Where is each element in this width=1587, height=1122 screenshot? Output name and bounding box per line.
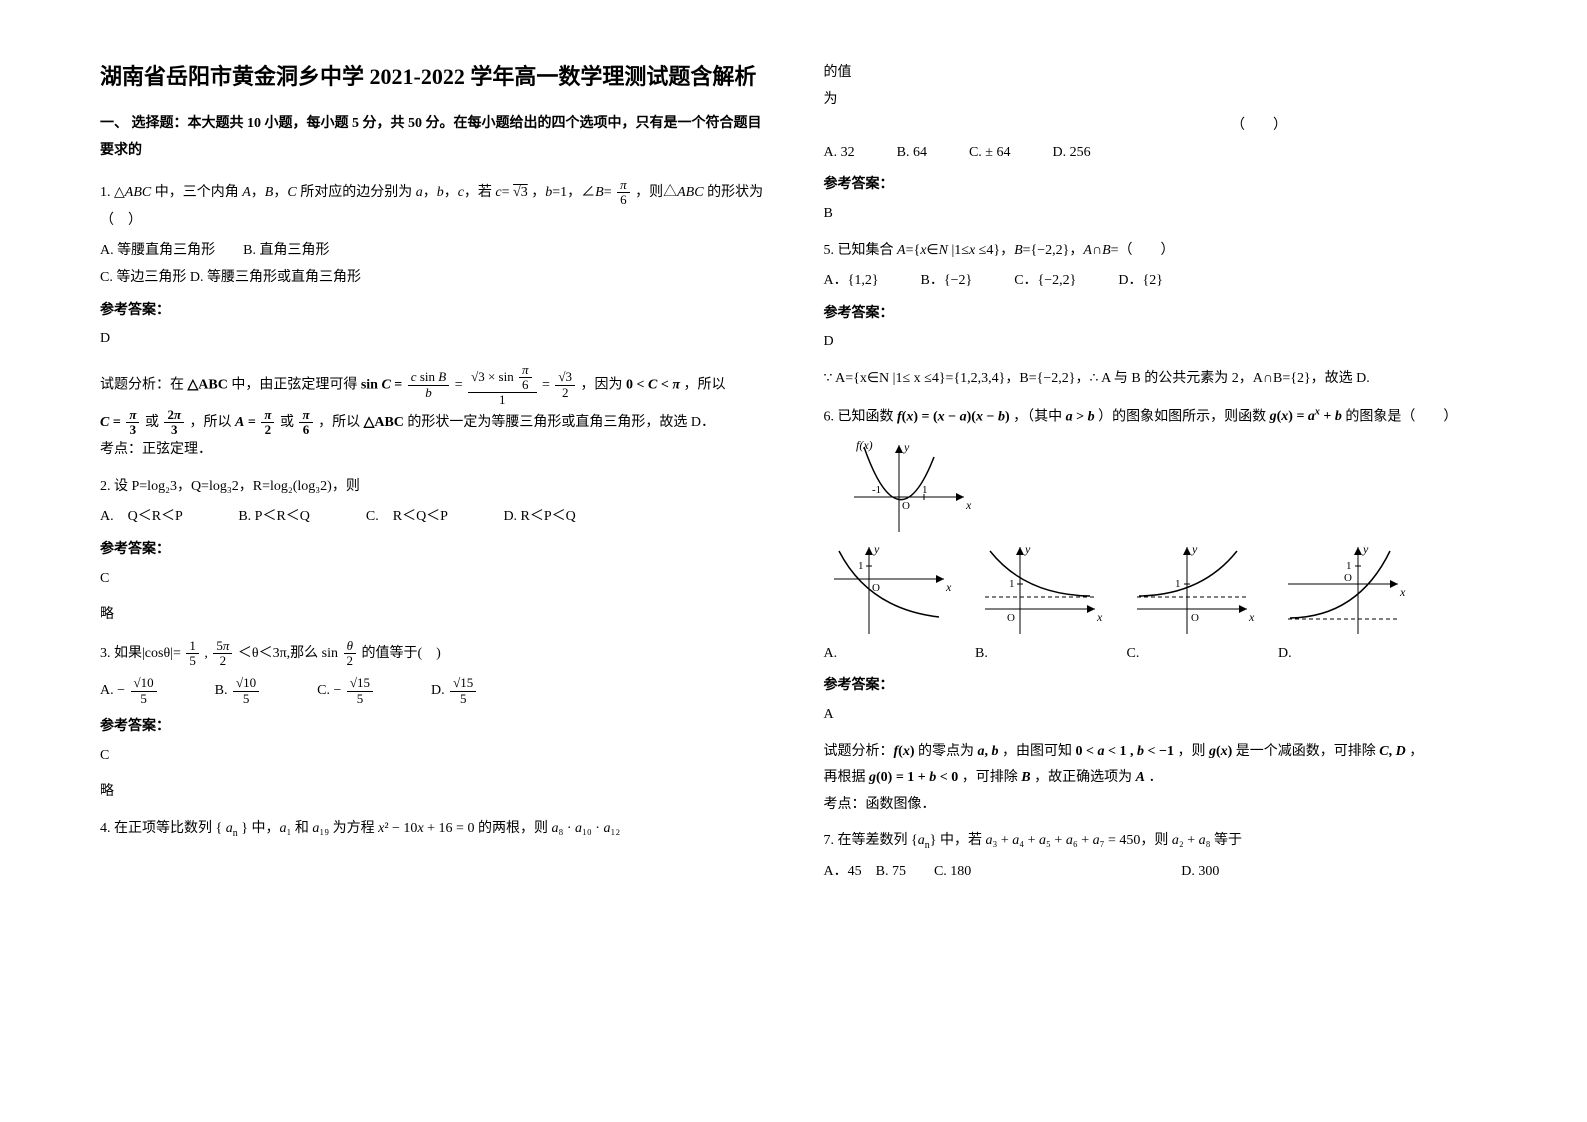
q6-option-figures: x y O 1 x y O 1 (824, 539, 1508, 639)
q3-options: A. − √105 B. √105 C. − √155 D. √155 (100, 676, 764, 706)
svg-text:y: y (1191, 542, 1198, 556)
q4-answer: B (824, 201, 1508, 228)
q3-stem: 3. 如果|cosθ|= 15 , 5π2 ＜θ＜3π,那么 sin θ2 的值… (100, 639, 764, 669)
q3-ans-label: 参考答案： (100, 714, 764, 741)
q6-stem: 6. 已知函数 f(x) = (x − a)(x − b) ，（其中 a > b… (824, 403, 1508, 431)
fx-mark-1: 1 (922, 484, 928, 496)
svg-text:O: O (1191, 612, 1199, 624)
svg-text:x: x (1096, 610, 1103, 624)
q5-stem: 5. 已知集合 A={x∈N |1≤x ≤4}，B={−2,2}，A∩B=（ ） (824, 238, 1508, 265)
q6-explain-1: 试题分析：f(x) 的零点为 a, b ，由图可知 0 < a < 1 , b … (824, 739, 1508, 766)
q6-option-labels: A. B. C. D. (824, 641, 1508, 668)
svg-text:y: y (1362, 542, 1369, 556)
q6-fx-svg: f(x) x y -1 O 1 (844, 437, 974, 537)
q3-note: 略 (100, 779, 764, 806)
q4-cont-2: 为 (824, 87, 1508, 114)
q4-ans-label: 参考答案： (824, 172, 1508, 199)
q6-fx-figure: f(x) x y -1 O 1 (844, 437, 964, 527)
fx-mark-O: O (902, 500, 910, 512)
q6-opt-b-label: B. (975, 641, 1105, 668)
svg-text:O: O (1344, 572, 1352, 584)
q6-opt-d-label: D. (1278, 641, 1408, 668)
q6-opt-c-plot: x y O 1 (1127, 539, 1257, 639)
doc-title: 湖南省岳阳市黄金洞乡中学 2021-2022 学年高一数学理测试题含解析 (100, 60, 764, 93)
svg-text:x: x (1248, 610, 1255, 624)
q1-explain-1: 试题分析：在 △ABC 中，由正弦定理可得 sin C = c sin Bb =… (100, 363, 764, 408)
svg-text:1: 1 (858, 560, 864, 572)
page: 湖南省岳阳市黄金洞乡中学 2021-2022 学年高一数学理测试题含解析 一、 … (0, 0, 1587, 1122)
right-column: 的值 为 （ ） A. 32 B. 64 C. ± 64 D. 256 参考答案… (804, 60, 1508, 1092)
q2-stem: 2. 设 P=log₂3，Q=log₃2，R=log₂(log₃2)，则 (100, 474, 764, 501)
q2-answer: C (100, 566, 764, 593)
q5-answer: D (824, 329, 1508, 356)
q5-explain: ∵ A={x∈N |1≤ x ≤4}={1,2,3,4}，B={−2,2}，∴ … (824, 366, 1508, 393)
svg-text:y: y (873, 542, 880, 556)
svg-text:1: 1 (1009, 578, 1015, 590)
fx-y-label: y (903, 440, 910, 454)
svg-text:x: x (945, 580, 952, 594)
q1-ans-label: 参考答案： (100, 298, 764, 325)
svg-text:x: x (1399, 585, 1406, 599)
q6-opt-b-plot: x y O 1 (975, 539, 1105, 639)
q6-opt-a-plot: x y O 1 (824, 539, 954, 639)
q5-ans-label: 参考答案： (824, 301, 1508, 328)
q2-options: A. Q＜R＜P B. P＜R＜Q C. R＜Q＜P D. R＜P＜Q (100, 504, 764, 531)
svg-text:1: 1 (1175, 578, 1181, 590)
q4-cont-1: 的值 (824, 60, 1508, 87)
svg-text:1: 1 (1346, 560, 1352, 572)
q2-ans-label: 参考答案： (100, 537, 764, 564)
q7-stem: 7. 在等差数列 {an} 中，若 a₃ + a₄ + a₅ + a₆ + a₇… (824, 828, 1508, 855)
q1-options: A. 等腰直角三角形 B. 直角三角形C. 等边三角形 D. 等腰三角形或直角三… (100, 238, 764, 291)
q1-explain-2: C = π3 或 2π3 ，所以 A = π2 或 π6 ，所以 △ABC 的形… (100, 408, 764, 438)
q1-stem: 1. △ABC 中，三个内角 A，B，C 所对应的边分别为 a，b，c，若 c=… (100, 178, 764, 234)
q6-explain-2: 再根据 g(0) = 1 + b < 0 ，可排除 B ，故正确选项为 A ． (824, 765, 1508, 792)
svg-text:O: O (1007, 612, 1015, 624)
q3-answer: C (100, 743, 764, 770)
fx-x-label: x (965, 498, 972, 512)
q1-answer: D (100, 326, 764, 353)
q6-opt-c-label: C. (1127, 641, 1257, 668)
fx-label: f(x) (856, 438, 873, 452)
q6-answer: A (824, 702, 1508, 729)
q6-ans-label: 参考答案： (824, 673, 1508, 700)
q4-options: A. 32 B. 64 C. ± 64 D. 256 (824, 140, 1508, 167)
q5-options: A．{1,2} B．{−2} C．{−2,2} D．{2} (824, 268, 1508, 295)
q4-stem: 4. 在正项等比数列 { an } 中，a₁ 和 a₁₉ 为方程 x² − 10… (100, 816, 764, 843)
q7-options: A．45 B. 75 C. 180 D. 300 (824, 859, 1508, 886)
q4-blank: （ ） (824, 113, 1508, 140)
q6-opt-a-label: A. (824, 641, 954, 668)
q1-point: 考点：正弦定理． (100, 437, 764, 464)
fx-mark-neg1: -1 (872, 484, 881, 496)
section-1-head: 一、 选择题：本大题共 10 小题，每小题 5 分，共 50 分。在每小题给出的… (100, 111, 764, 164)
q6-point: 考点：函数图像． (824, 792, 1508, 819)
q6-opt-d-plot: x y O 1 (1278, 539, 1408, 639)
svg-text:y: y (1024, 542, 1031, 556)
left-column: 湖南省岳阳市黄金洞乡中学 2021-2022 学年高一数学理测试题含解析 一、 … (100, 60, 804, 1092)
q2-note: 略 (100, 602, 764, 629)
